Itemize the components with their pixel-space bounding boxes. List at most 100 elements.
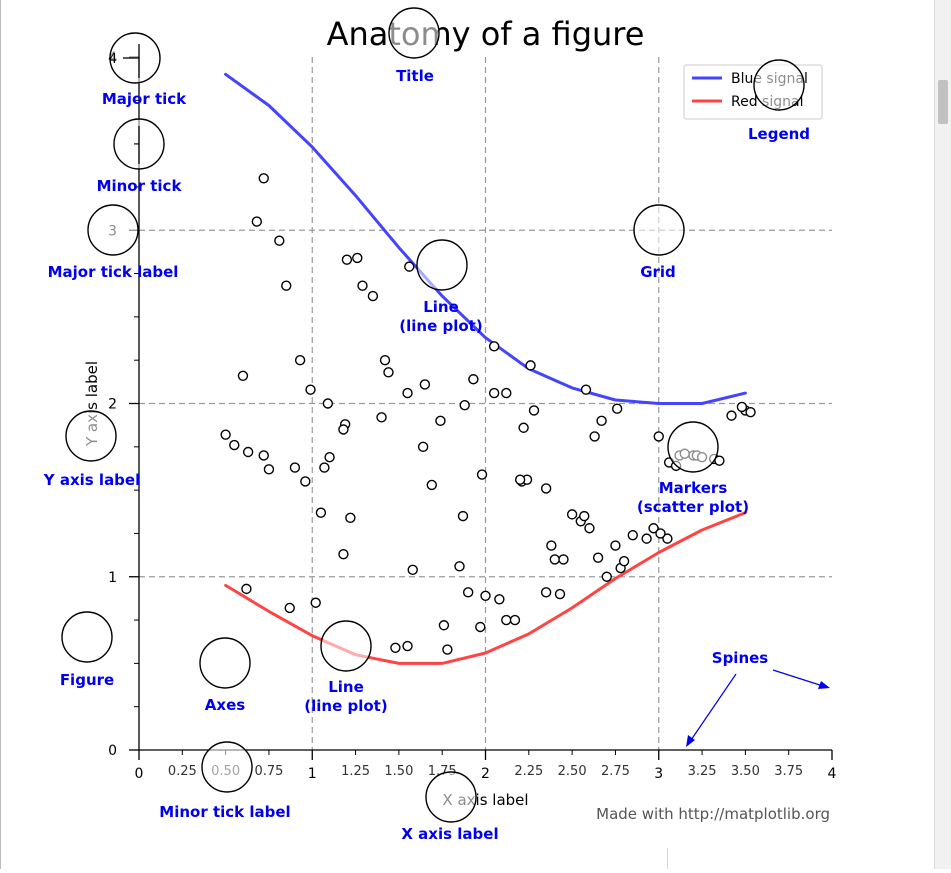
scatter-marker xyxy=(494,594,505,605)
minor-xtick-label: 0.25 xyxy=(168,764,197,779)
annotation-label: Title xyxy=(396,67,434,85)
scatter-marker xyxy=(488,387,500,399)
scatter-marker xyxy=(457,510,469,522)
scatter-marker xyxy=(258,173,269,184)
major-xtick-label: 4 xyxy=(828,766,837,782)
scatter-marker xyxy=(488,341,500,352)
scatter-marker xyxy=(242,446,254,458)
annotation-circle xyxy=(199,637,251,689)
vertical-scrollbar[interactable] xyxy=(934,0,951,869)
minor-xtick-label: 2.75 xyxy=(601,764,630,779)
annotation-circle xyxy=(425,771,477,823)
annotation-circle xyxy=(753,59,805,111)
scatter-marker xyxy=(442,644,453,655)
minor-xtick-label: 2.25 xyxy=(514,764,543,779)
annotation-label: Major tick label xyxy=(48,263,179,281)
minor-xtick-label: 3.75 xyxy=(774,764,803,779)
spines-arrowhead-left xyxy=(686,735,695,747)
scatter-marker xyxy=(379,354,391,366)
minor-xtick-label: 3.50 xyxy=(731,764,760,779)
scrollbar-thumb[interactable] xyxy=(938,80,948,124)
scatter-marker xyxy=(480,590,491,602)
scatter-marker xyxy=(281,280,292,291)
anatomy-chart: 012340.250.500.751.251.501.752.252.502.7… xyxy=(43,7,837,843)
scatter-marker xyxy=(514,474,526,485)
status-divider xyxy=(667,848,668,869)
minor-xtick-label: 3.25 xyxy=(688,764,717,779)
scatter-marker xyxy=(475,621,486,633)
scatter-marker xyxy=(241,583,252,595)
scatter-marker xyxy=(390,642,401,653)
scatter-marker xyxy=(426,479,437,491)
spines-arrow-right xyxy=(772,669,827,688)
scatter-marker xyxy=(601,571,612,582)
scatter-marker xyxy=(352,252,363,264)
scatter-marker xyxy=(376,412,387,423)
scatter-marker xyxy=(338,549,349,560)
scatter-marker xyxy=(648,523,659,534)
minor-xtick-label: 0.75 xyxy=(254,764,283,779)
scatter-marker xyxy=(501,387,512,399)
scatter-marker xyxy=(294,354,306,366)
scatter-marker xyxy=(324,452,335,463)
annotation-circle xyxy=(667,421,719,473)
scatter-marker xyxy=(383,367,394,378)
scatter-marker xyxy=(566,509,578,520)
scatter-marker xyxy=(476,469,488,480)
scatter-marker xyxy=(549,554,560,565)
annotation-label: Grid xyxy=(640,263,676,281)
scatter-marker xyxy=(263,464,275,475)
scatter-marker xyxy=(300,476,311,487)
annotation-circle xyxy=(416,239,468,291)
scatter-marker xyxy=(745,406,756,418)
scatter-marker xyxy=(525,360,536,371)
scatter-marker xyxy=(554,588,566,600)
scatter-marker xyxy=(322,398,334,409)
annotation-label: X axis label xyxy=(401,825,498,843)
minor-xtick-label: 1.25 xyxy=(341,764,370,779)
scatter-marker xyxy=(726,410,737,421)
scatter-marker xyxy=(610,540,621,551)
spines-arrowhead-right xyxy=(818,681,830,689)
spines-arrow-left xyxy=(688,673,737,744)
scatter-marker xyxy=(579,510,590,522)
scatter-marker xyxy=(310,597,321,608)
annotation-circle xyxy=(201,741,253,793)
scatter-marker xyxy=(468,374,479,385)
scatter-marker xyxy=(229,439,240,451)
scatter-marker xyxy=(319,462,330,473)
major-ytick-label: 0 xyxy=(108,743,117,759)
scatter-marker xyxy=(345,512,356,524)
scatter-marker xyxy=(662,533,673,544)
scatter-marker xyxy=(641,533,652,544)
annotation-label: Figure xyxy=(60,671,114,689)
major-ytick-label: 2 xyxy=(108,397,117,413)
scatter-marker xyxy=(540,587,552,598)
window-border xyxy=(0,0,1,869)
scatter-marker xyxy=(462,587,474,598)
scatter-marker xyxy=(305,384,316,395)
annotation-label: Legend xyxy=(748,125,810,143)
scatter-marker xyxy=(501,614,512,626)
scatter-marker xyxy=(611,403,623,414)
major-xtick-label: 0 xyxy=(135,766,144,782)
scatter-marker xyxy=(592,552,604,563)
annotation-label: Minor tick label xyxy=(159,803,290,821)
scatter-marker xyxy=(580,384,592,395)
annotation-circle xyxy=(65,410,117,462)
scatter-marker xyxy=(402,387,413,399)
credit-text: Made with http://matplotlib.org xyxy=(596,805,830,823)
scatter-marker xyxy=(454,561,465,572)
major-xtick-label: 3 xyxy=(654,766,663,782)
major-ytick-label: 1 xyxy=(108,570,117,586)
scatter-marker xyxy=(540,483,552,494)
annotation-circle xyxy=(633,204,685,256)
scatter-marker xyxy=(258,450,269,461)
major-xtick-label: 2 xyxy=(481,766,490,782)
scatter-marker xyxy=(404,261,415,272)
scatter-marker xyxy=(417,441,429,453)
scatter-marker xyxy=(653,431,664,442)
scatter-marker xyxy=(714,455,725,466)
scatter-marker xyxy=(528,405,540,416)
